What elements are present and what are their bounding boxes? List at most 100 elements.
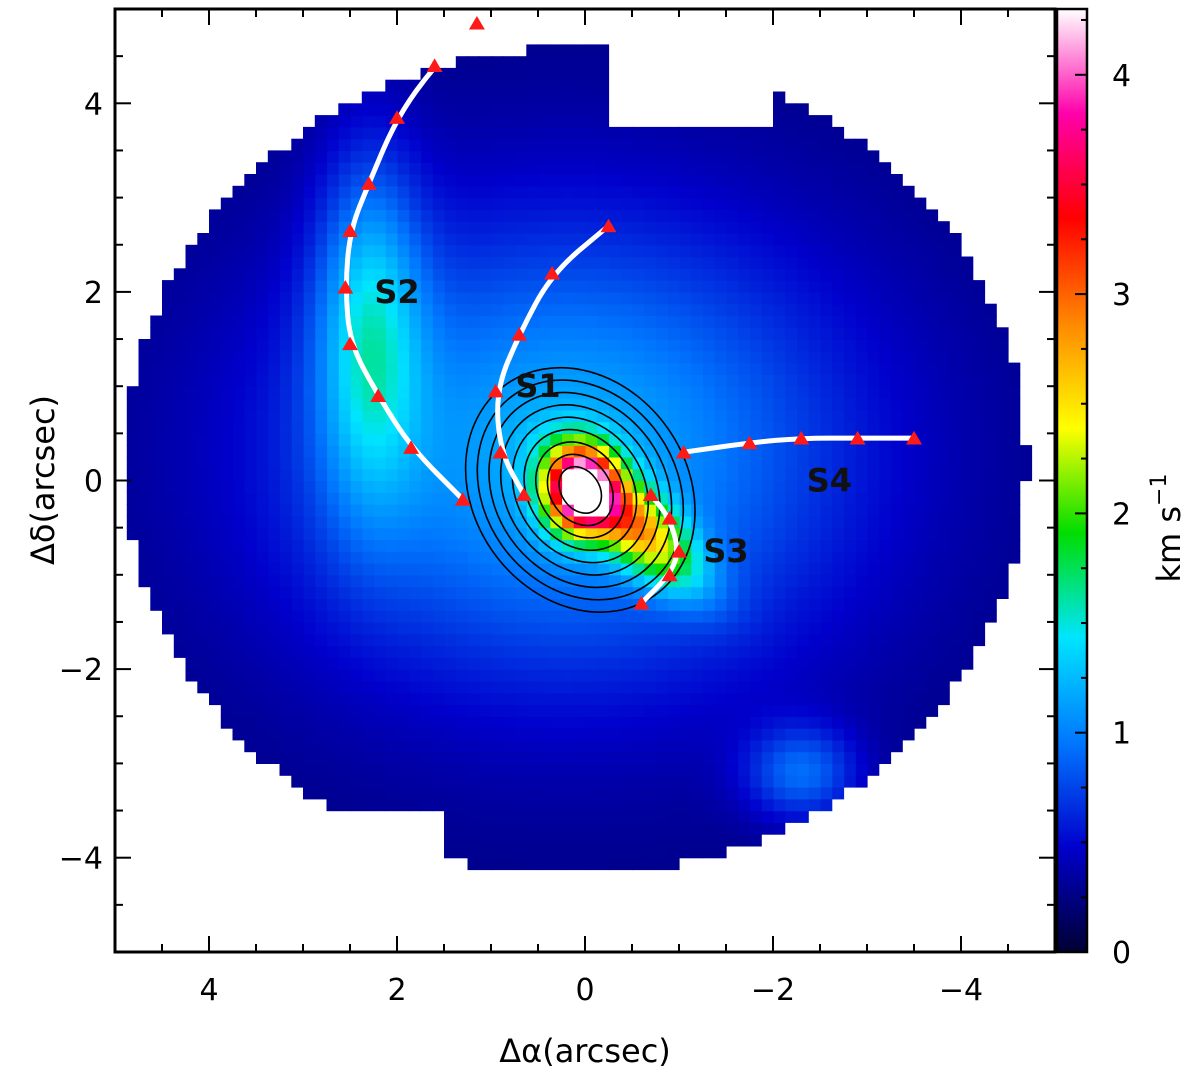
map-pixel — [326, 197, 339, 210]
map-pixel — [867, 209, 880, 222]
map-pixel — [491, 716, 504, 729]
map-pixel — [726, 515, 739, 529]
map-pixel — [162, 563, 175, 576]
map-pixel — [561, 79, 574, 93]
map-pixel — [420, 551, 433, 564]
map-pixel — [549, 539, 563, 552]
map-pixel — [479, 115, 492, 128]
map-pixel — [256, 574, 269, 588]
map-pixel — [408, 586, 422, 599]
map-pixel — [632, 692, 645, 706]
map-pixel — [949, 539, 962, 552]
map-pixel — [514, 233, 527, 246]
map-pixel — [820, 492, 833, 505]
map-pixel — [408, 692, 422, 706]
map-pixel — [925, 433, 939, 446]
map-pixel — [232, 209, 245, 222]
map-pixel — [855, 374, 868, 387]
map-pixel — [267, 680, 281, 694]
map-pixel — [890, 610, 903, 623]
map-pixel — [726, 138, 739, 152]
map-pixel — [702, 551, 715, 564]
map-pixel — [737, 150, 751, 163]
map-pixel — [361, 563, 375, 576]
map-pixel — [773, 398, 786, 411]
map-pixel — [326, 798, 339, 812]
map-pixel — [878, 386, 892, 399]
map-pixel — [350, 126, 363, 140]
map-pixel — [549, 456, 563, 470]
map-pixel — [890, 515, 903, 529]
map-pixel — [937, 339, 950, 352]
map-pixel — [737, 515, 751, 529]
map-pixel — [209, 350, 222, 364]
map-pixel — [867, 574, 880, 588]
map-pixel — [667, 822, 680, 835]
map-pixel — [256, 468, 269, 482]
map-pixel — [444, 822, 457, 835]
map-pixel — [303, 692, 316, 706]
map-pixel — [796, 197, 809, 210]
map-pixel — [714, 633, 727, 647]
map-pixel — [538, 350, 551, 364]
map-pixel — [326, 138, 339, 152]
map-pixel — [632, 409, 645, 423]
map-pixel — [173, 409, 187, 423]
map-pixel — [385, 527, 398, 541]
map-pixel — [749, 563, 762, 576]
map-pixel — [890, 280, 903, 293]
map-pixel — [361, 138, 375, 152]
map-pixel — [561, 834, 574, 847]
map-pixel — [338, 174, 351, 187]
map-pixel — [408, 350, 422, 364]
map-pixel — [914, 315, 927, 328]
map-pixel — [667, 704, 680, 717]
map-pixel — [267, 291, 281, 305]
map-pixel — [573, 197, 586, 210]
colorbar-tick-label: 2 — [1112, 497, 1131, 532]
map-pixel — [150, 433, 163, 446]
map-pixel — [573, 845, 586, 859]
map-pixel — [549, 633, 563, 647]
map-pixel — [138, 339, 151, 352]
map-pixel — [514, 162, 527, 175]
map-pixel — [185, 610, 198, 623]
map-pixel — [526, 763, 539, 776]
map-pixel — [420, 704, 433, 717]
map-pixel — [784, 209, 798, 222]
map-pixel — [138, 504, 151, 517]
map-pixel — [408, 280, 422, 293]
map-pixel — [632, 787, 645, 800]
map-pixel — [479, 268, 492, 281]
map-pixel — [173, 539, 187, 552]
map-pixel — [679, 845, 692, 859]
map-pixel — [479, 739, 492, 753]
map-pixel — [385, 633, 398, 647]
map-pixel — [643, 327, 657, 340]
map-pixel — [526, 739, 539, 753]
map-pixel — [796, 704, 809, 717]
map-pixel — [232, 468, 245, 482]
map-pixel — [890, 456, 903, 470]
map-pixel — [749, 492, 762, 505]
map-pixel — [655, 845, 668, 859]
map-pixel — [361, 103, 375, 116]
map-pixel — [397, 480, 410, 493]
map-pixel — [420, 515, 433, 529]
map-pixel — [526, 680, 539, 694]
map-pixel — [232, 280, 245, 293]
map-pixel — [491, 197, 504, 210]
map-pixel — [784, 480, 798, 493]
map-pixel — [467, 445, 480, 458]
map-pixel — [585, 174, 598, 187]
map-pixel — [232, 303, 245, 317]
streamer-marker — [492, 445, 509, 459]
map-pixel — [855, 468, 868, 482]
map-pixel — [361, 763, 375, 776]
map-pixel — [561, 504, 574, 517]
map-pixel — [220, 716, 234, 729]
map-pixel — [197, 327, 210, 340]
map-pixel — [831, 362, 845, 375]
map-pixel — [608, 787, 621, 800]
map-pixel — [643, 669, 657, 682]
